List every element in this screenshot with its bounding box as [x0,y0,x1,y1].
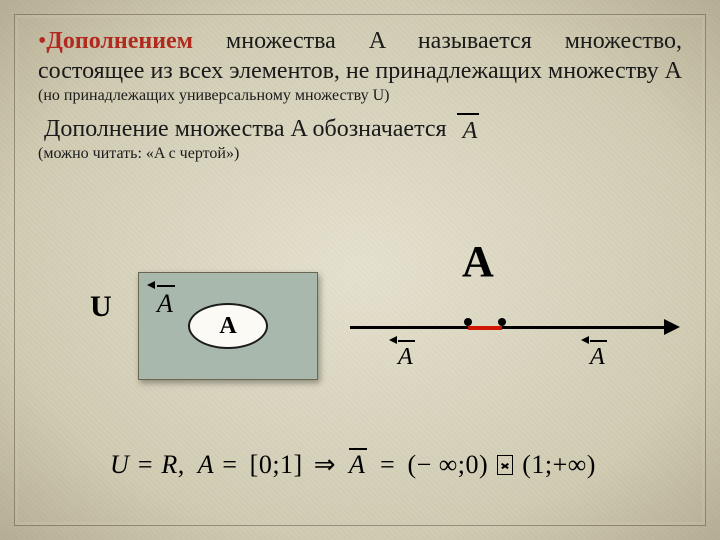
big-a-label: A [462,236,494,287]
reading-hint: (можно читать: «A с чертой») [38,144,682,164]
f-interval-a: [0;1] [250,450,303,479]
f-abar: A [347,450,367,480]
axis-arrowhead [664,319,680,335]
notation-paragraph: Дополнение множества A обозначается A [38,114,682,144]
union-icon [497,455,513,475]
venn-a-label: A [219,313,236,340]
axis-line [350,326,668,329]
abar-left-label: A [398,344,413,371]
f-left-interval: (− ∞;0) [407,450,488,479]
u-label: U [90,290,112,324]
f-eq: = [378,450,396,479]
a-bar-inline: A [457,116,478,146]
tick-1 [498,318,506,326]
f-implies: ⇒ [314,450,336,479]
abar-right-label: A [590,344,605,371]
diagrams-row: U A A A A A [38,256,682,406]
venn-set-a: A [188,303,268,349]
definition-paragraph: •Дополнением множества A называется множ… [38,26,682,86]
segment-a-red [468,326,502,330]
term-dopolneniem: Дополнением [46,28,193,54]
venn-rectangle: A A [138,272,318,380]
venn-complement-label: A [157,289,173,319]
f-right-interval: (1;+∞) [522,450,596,479]
f-u-eq: U = R, [110,450,185,479]
formula-line: U = R, A = [0;1] ⇒ A = (− ∞;0) (1;+∞) [110,450,596,480]
number-line: A A [350,318,680,378]
content-area: •Дополнением множества A называется множ… [38,26,682,164]
tick-0 [464,318,472,326]
f-a-eq: A = [198,450,239,479]
notation-text: Дополнение множества A обозначается [44,116,447,142]
note-universal-set: (но принадлежащих универсальному множест… [38,86,682,106]
